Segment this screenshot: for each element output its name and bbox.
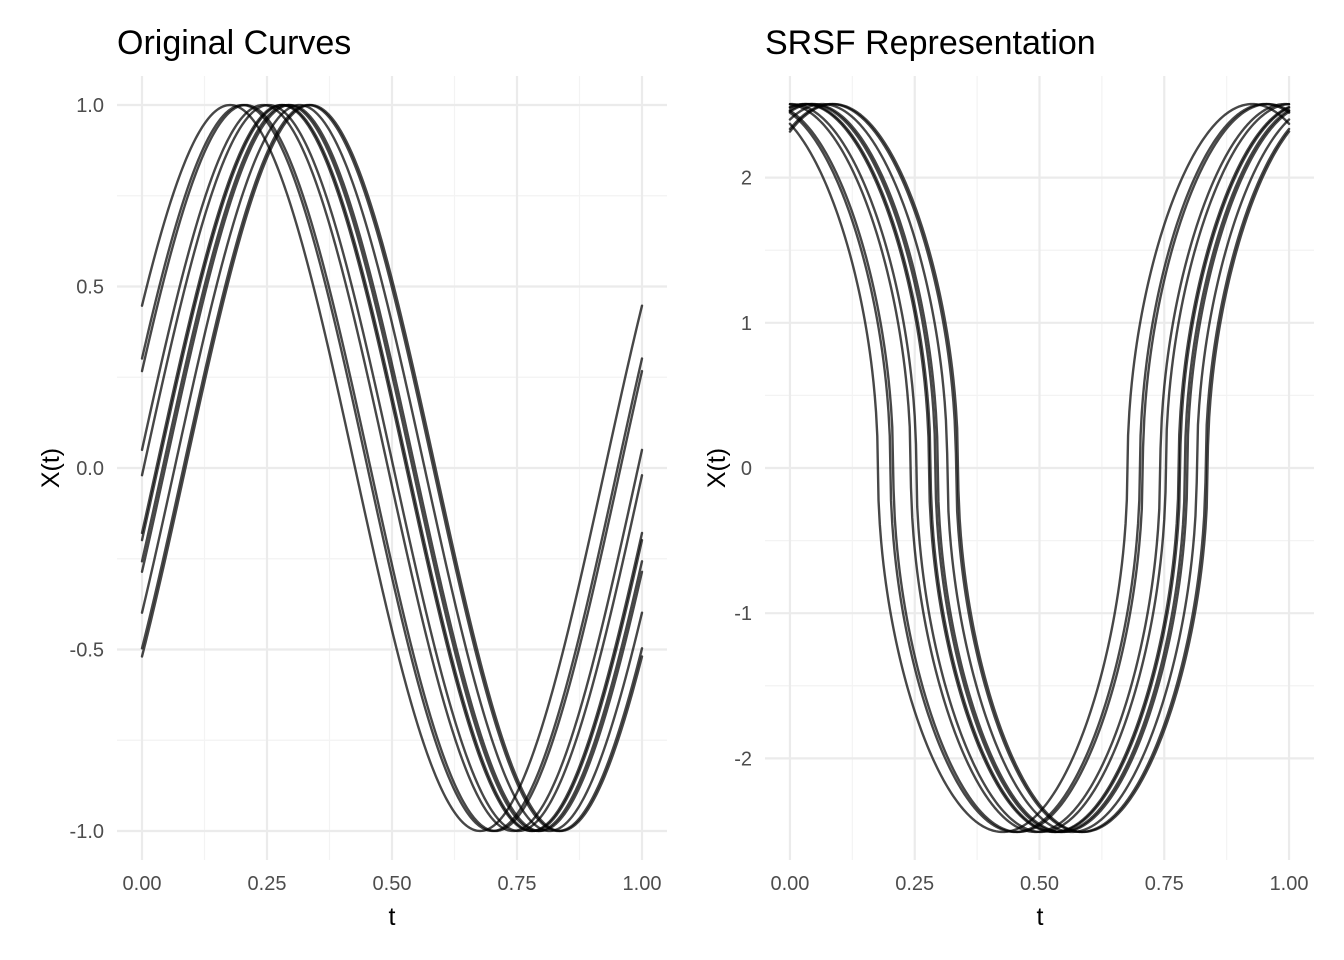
- chart-title: SRSF Representation: [765, 24, 1096, 62]
- curve-line-12: [140, 103, 644, 833]
- y-tick-label: 0.5: [76, 277, 104, 299]
- x-tick-label: 0.25: [895, 873, 934, 895]
- series-lines: [788, 102, 1291, 834]
- y-axis-title: X(t): [703, 448, 731, 488]
- curve-line-5: [140, 103, 644, 833]
- curve-line-3: [140, 103, 644, 833]
- curve-line-9: [140, 103, 644, 833]
- curve-line-2: [140, 103, 644, 833]
- curve-line-6: [140, 103, 644, 833]
- panel-original-curves: 0.00 0.25 0.50 0.75 1.00 -1.0 -0.5 0.0 0.5 1.0 Ori…: [37, 24, 667, 931]
- x-tick-label: 0.50: [1020, 873, 1059, 895]
- series-lines: [140, 103, 644, 833]
- y-tick-label: -0.5: [70, 639, 104, 661]
- curve-line-10: [140, 103, 644, 833]
- curve-line-1: [788, 102, 1291, 834]
- y-tick-label: 2: [741, 168, 752, 190]
- gridlines: [117, 76, 667, 860]
- tick-labels: 0.00 0.25 0.50 0.75 1.00 -1.0 -0.5 0.0 0.5 1.0: [70, 95, 662, 895]
- y-tick-label: -2: [734, 748, 752, 770]
- curve-line-11: [788, 102, 1291, 834]
- curve-line-8: [788, 102, 1291, 834]
- x-tick-label: 0.75: [498, 873, 537, 895]
- x-tick-label: 0.25: [248, 873, 287, 895]
- y-axis-title: X(t): [37, 448, 65, 488]
- x-axis-title: t: [389, 903, 396, 931]
- y-tick-label: 1.0: [76, 95, 104, 117]
- x-axis-title: t: [1037, 903, 1044, 931]
- x-tick-label: 1.00: [1270, 873, 1309, 895]
- x-tick-label: 0.00: [770, 873, 809, 895]
- chart-title: Original Curves: [117, 24, 351, 62]
- panel-srsf-representation: 0.00 0.25 0.50 0.75 1.00 -2 -1 0 1 2 SRSF Represen…: [703, 24, 1314, 931]
- y-tick-label: -1: [734, 603, 752, 625]
- curve-line-4: [140, 103, 644, 833]
- x-tick-label: 0.75: [1145, 873, 1184, 895]
- y-tick-label: 1: [741, 313, 752, 335]
- y-tick-label: 0.0: [76, 458, 104, 480]
- curve-line-5: [788, 102, 1291, 834]
- gridlines: [765, 76, 1314, 860]
- tick-labels: 0.00 0.25 0.50 0.75 1.00 -2 -1 0 1 2: [734, 168, 1308, 895]
- y-tick-label: -1.0: [70, 821, 104, 843]
- curve-line-1: [140, 103, 644, 833]
- curve-line-7: [788, 102, 1291, 834]
- curve-line-10: [788, 102, 1291, 834]
- curve-line-9: [788, 102, 1291, 834]
- x-tick-label: 0.50: [373, 873, 412, 895]
- curve-line-7: [140, 103, 644, 833]
- x-tick-label: 1.00: [623, 873, 662, 895]
- y-tick-label: 0: [741, 458, 752, 480]
- curve-line-12: [788, 102, 1291, 834]
- curve-line-8: [140, 103, 644, 833]
- x-tick-label: 0.00: [123, 873, 162, 895]
